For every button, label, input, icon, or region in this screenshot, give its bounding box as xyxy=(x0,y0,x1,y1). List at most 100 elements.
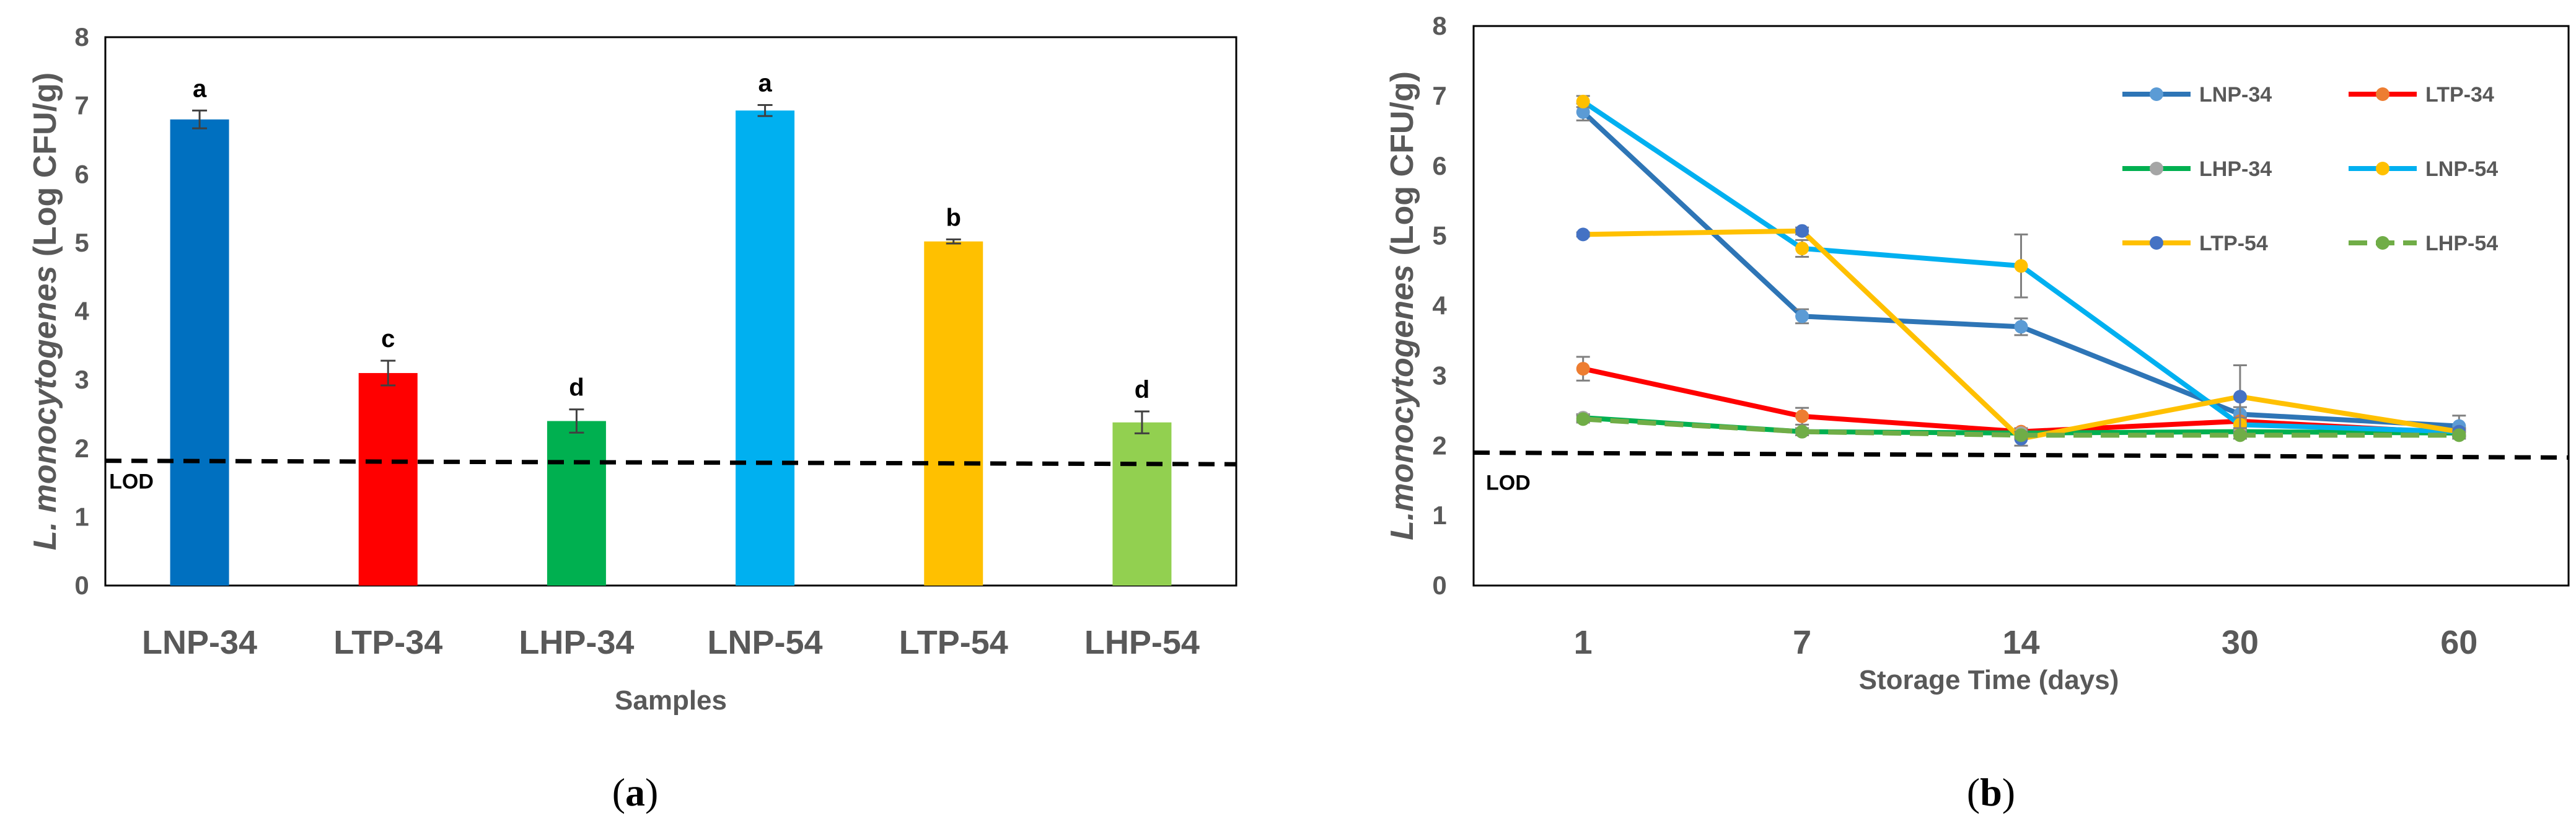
legend-label: LTP-54 xyxy=(2199,232,2268,255)
y-tick-label: 7 xyxy=(1432,81,1446,110)
significance-letter: b xyxy=(946,204,961,231)
x-tick-label: 30 xyxy=(2222,624,2259,661)
panel-letter: b xyxy=(1980,770,2002,814)
panel-paren-open: ( xyxy=(612,770,625,814)
legend-label: LTP-34 xyxy=(2425,83,2494,107)
bar-ltp-54 xyxy=(924,241,983,586)
legend-item-lnp-34[interactable]: LNP-34 xyxy=(2122,83,2272,107)
data-point xyxy=(2233,428,2247,442)
y-tick-label: 6 xyxy=(1432,151,1446,180)
y-tick-label: 8 xyxy=(74,22,89,51)
y-tick-label: 7 xyxy=(74,91,89,120)
data-point xyxy=(1795,241,1809,255)
legend-marker xyxy=(2376,236,2389,250)
bars-a: a c d a b d xyxy=(170,70,1172,586)
data-point xyxy=(2233,390,2247,404)
bar-lnp-54 xyxy=(736,110,795,586)
y-title-space xyxy=(27,257,63,265)
legend-b: LNP-34 LTP-34 LHP-34 LNP-54 LTP-54 LHP-54 xyxy=(2122,83,2498,255)
x-tick-label: LNP-54 xyxy=(708,624,823,661)
x-axis-title-b: Storage Time (days) xyxy=(1859,665,2119,695)
lod-label-b: LOD xyxy=(1486,472,1531,495)
panel-paren-close: ) xyxy=(2002,770,2015,814)
series-lhp-54 xyxy=(1576,412,2466,442)
lod-label-a: LOD xyxy=(109,470,154,494)
data-point xyxy=(1795,424,1809,439)
legend-label: LHP-34 xyxy=(2199,157,2272,181)
y-tick-label: 6 xyxy=(74,159,89,188)
y-title-space xyxy=(1384,256,1420,265)
legend-item-ltp-34[interactable]: LTP-34 xyxy=(2349,83,2494,107)
significance-letter: c xyxy=(381,325,395,353)
x-tick-label: LTP-54 xyxy=(899,624,1008,661)
y-tick-label: 1 xyxy=(74,502,89,531)
y-axis-a: 0 1 2 3 4 5 6 7 8 xyxy=(74,22,89,600)
x-tick-label: 1 xyxy=(1574,624,1593,661)
legend-label: LNP-34 xyxy=(2199,83,2272,107)
panel-label-b: (b) xyxy=(1967,770,2015,814)
y-tick-label: 5 xyxy=(74,228,89,257)
data-point xyxy=(1795,309,1809,323)
panel-label-a: (a) xyxy=(612,770,659,814)
y-tick-label: 5 xyxy=(1432,221,1446,250)
lod-line-a xyxy=(105,459,1237,467)
y-axis-title-b: L.monocytogenes (Log CFU/g) xyxy=(1384,71,1420,540)
y-title-organism: L. monocytogenes xyxy=(27,266,63,550)
legend-marker xyxy=(2150,87,2163,101)
y-title-unit: (Log CFU/g) xyxy=(1384,71,1420,255)
y-title-organism: L.monocytogenes xyxy=(1384,265,1420,540)
bar-lnp-34 xyxy=(170,119,229,586)
plot-area-a xyxy=(104,36,1237,587)
data-point xyxy=(1795,224,1809,238)
x-tick-label: LTP-34 xyxy=(333,624,442,661)
error-bar xyxy=(380,359,396,387)
bar-lhp-54 xyxy=(1112,422,1172,586)
y-tick-label: 2 xyxy=(74,434,89,463)
data-point xyxy=(2452,428,2466,442)
lod-line-b xyxy=(1473,450,2569,460)
y-tick-label: 2 xyxy=(1432,431,1446,460)
error-bar xyxy=(1134,410,1150,434)
bar-ltp-34 xyxy=(358,373,418,586)
legend-marker xyxy=(2376,162,2389,175)
legend-label: LNP-54 xyxy=(2425,157,2498,181)
x-tick-label: LHP-34 xyxy=(519,624,634,661)
legend-marker xyxy=(2150,236,2163,250)
legend-item-lnp-54[interactable]: LNP-54 xyxy=(2349,157,2498,181)
legend-item-lhp-54[interactable]: LHP-54 xyxy=(2349,232,2498,255)
x-axis-a: LNP-34 LTP-34 LHP-34 LNP-54 LTP-54 LHP-54 xyxy=(142,624,1200,661)
error-bar xyxy=(946,238,961,245)
x-tick-label: 7 xyxy=(1793,624,1811,661)
legend-item-ltp-54[interactable]: LTP-54 xyxy=(2122,232,2268,255)
error-bar xyxy=(569,408,584,434)
y-tick-label: 0 xyxy=(1432,571,1446,600)
data-point xyxy=(1576,412,1590,426)
legend-item-lhp-34[interactable]: LHP-34 xyxy=(2122,157,2272,181)
significance-letter: d xyxy=(1135,376,1150,403)
significance-letter: d xyxy=(569,374,584,402)
y-tick-label: 1 xyxy=(1432,501,1446,530)
panel-letter: a xyxy=(625,770,645,814)
data-point xyxy=(2014,259,2028,273)
panel-paren-close: ) xyxy=(645,770,658,814)
y-tick-label: 4 xyxy=(1432,291,1447,320)
x-tick-label: LHP-54 xyxy=(1084,624,1200,661)
y-axis-title-a: L. monocytogenes (Log CFU/g) xyxy=(27,72,63,550)
legend-marker xyxy=(2376,87,2389,101)
data-point xyxy=(1576,227,1590,242)
y-tick-label: 4 xyxy=(74,297,89,326)
y-tick-label: 3 xyxy=(74,365,89,394)
y-title-unit: (Log CFU/g) xyxy=(27,72,63,257)
data-point xyxy=(2014,320,2028,334)
data-point xyxy=(1576,94,1590,108)
error-bar xyxy=(192,109,208,129)
x-tick-label: 60 xyxy=(2440,624,2477,661)
legend-label: LHP-54 xyxy=(2425,232,2498,255)
x-axis-b: 1 7 14 30 60 xyxy=(1574,624,2478,661)
x-tick-label: 14 xyxy=(2002,624,2039,661)
data-point xyxy=(1576,362,1590,376)
significance-letter: a xyxy=(193,75,207,102)
